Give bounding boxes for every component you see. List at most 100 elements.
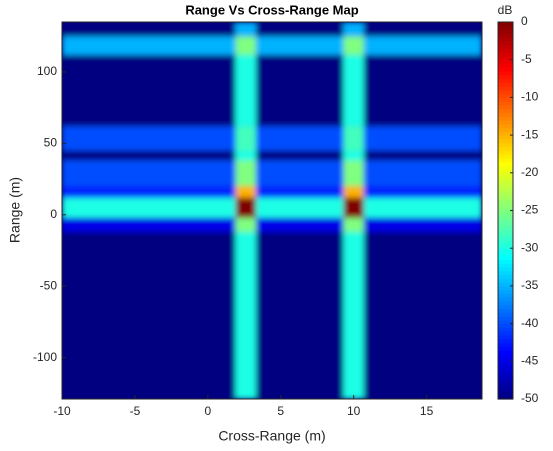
colorbar-swatch — [498, 127, 513, 132]
colorbar-swatch — [498, 55, 513, 61]
colorbar-tick-label: -5 — [521, 52, 532, 66]
colorbar-swatch — [498, 40, 513, 46]
colorbar-swatch — [498, 52, 513, 57]
heat-cell — [62, 54, 236, 127]
colorbar-swatch — [498, 161, 513, 166]
heat-cell — [235, 217, 256, 232]
colorbar-swatch — [498, 123, 513, 129]
colorbar-swatch — [498, 376, 513, 381]
colorbar-swatch — [498, 59, 513, 65]
colorbar-swatch — [498, 195, 513, 200]
heat-cell — [363, 186, 482, 198]
colorbar-swatch — [498, 244, 513, 249]
heat-cell — [235, 186, 256, 198]
colorbar-swatch — [498, 308, 513, 313]
colorbar-swatch — [498, 131, 513, 136]
heatmap — [62, 22, 482, 399]
heat-cell — [62, 231, 236, 399]
colorbar-swatch — [498, 380, 513, 385]
colorbar-swatch — [498, 112, 513, 117]
plot-frame — [61, 21, 483, 400]
heat-cell — [255, 186, 344, 198]
heat-cell — [235, 36, 256, 55]
heat-cell — [343, 186, 364, 198]
colorbar-swatch — [498, 233, 513, 238]
heat-cell — [363, 150, 482, 161]
colorbar-swatch — [498, 229, 513, 234]
x-axis-label: Cross-Range (m) — [218, 428, 325, 444]
colorbar-swatch — [498, 67, 513, 72]
y-tick-label: -100 — [33, 350, 57, 364]
colorbar-swatch — [498, 97, 513, 102]
colorbar-swatch — [498, 150, 513, 155]
heat-cell — [235, 231, 256, 399]
colorbar-swatch — [498, 270, 513, 276]
colorbar-swatch — [498, 104, 513, 110]
colorbar-swatch — [498, 346, 513, 351]
colorbar-swatch — [498, 395, 513, 400]
colorbar-swatch — [498, 300, 513, 306]
colorbar-swatch — [498, 221, 513, 227]
colorbar-swatch — [498, 289, 513, 295]
colorbar-swatch — [498, 71, 513, 76]
colorbar-swatch — [498, 267, 513, 272]
colorbar-swatch — [498, 93, 513, 98]
colorbar-swatch — [498, 206, 513, 212]
x-tick-label: -5 — [130, 404, 141, 418]
colorbar-swatch — [498, 327, 513, 332]
colorbar-swatch — [498, 214, 513, 219]
heat-cell — [343, 217, 364, 232]
colorbar-swatch — [498, 251, 513, 257]
y-axis-label: Range (m) — [7, 177, 23, 243]
colorbar-swatch — [498, 187, 513, 193]
colorbar-tick-label: -10 — [521, 90, 539, 104]
cells — [62, 22, 482, 399]
colorbar-swatch — [498, 25, 513, 31]
heat-cell — [235, 22, 256, 37]
colorbar-swatch — [498, 225, 513, 230]
colorbar-swatch — [498, 135, 513, 140]
x-tick-label: 10 — [347, 404, 361, 418]
colorbar-swatch — [498, 319, 513, 325]
colorbar-swatch — [498, 165, 513, 170]
colorbar-tick-label: -25 — [521, 203, 539, 217]
colorbar-swatch — [498, 391, 513, 396]
colorbar-swatch — [498, 293, 513, 298]
heat-cell — [363, 54, 482, 127]
colorbar-swatch — [498, 101, 513, 106]
heat-cell — [343, 54, 364, 127]
colorbar-swatch — [498, 37, 513, 42]
colorbar-swatch — [498, 108, 513, 114]
y-tick-label: -50 — [40, 278, 58, 292]
y-tick-label: 0 — [50, 207, 57, 221]
colorbar-tick-label: -30 — [521, 240, 539, 254]
colorbar-swatch — [498, 365, 513, 370]
colorbar-swatch — [498, 142, 513, 148]
x-tick-label: -10 — [53, 404, 71, 418]
colorbar-swatch — [498, 29, 513, 34]
colorbar-swatch — [498, 180, 513, 185]
colorbar-swatch — [498, 86, 513, 91]
colorbar-swatch — [498, 63, 513, 68]
colorbar-swatch — [498, 316, 513, 321]
heat-cell — [343, 126, 364, 151]
heat-cell — [363, 160, 482, 187]
colorbar-swatch — [498, 120, 513, 125]
colorbar-swatch — [498, 323, 513, 328]
heat-cell — [363, 126, 482, 151]
colorbar-swatch — [498, 199, 513, 204]
colorbar-tick-label: -15 — [521, 127, 539, 141]
colorbar-swatch — [498, 263, 513, 268]
colorbar-swatch — [498, 116, 513, 121]
colorbar-swatch — [498, 248, 513, 253]
colorbar-swatch — [498, 169, 513, 174]
heat-cell — [235, 150, 256, 161]
heat-cell — [343, 160, 364, 187]
colorbar-swatch — [498, 78, 513, 83]
heat-cell — [235, 160, 256, 187]
heat-cell — [363, 197, 482, 218]
colorbar-swatch — [498, 259, 513, 264]
heat-cell — [62, 36, 236, 55]
heat-cell — [343, 22, 364, 37]
